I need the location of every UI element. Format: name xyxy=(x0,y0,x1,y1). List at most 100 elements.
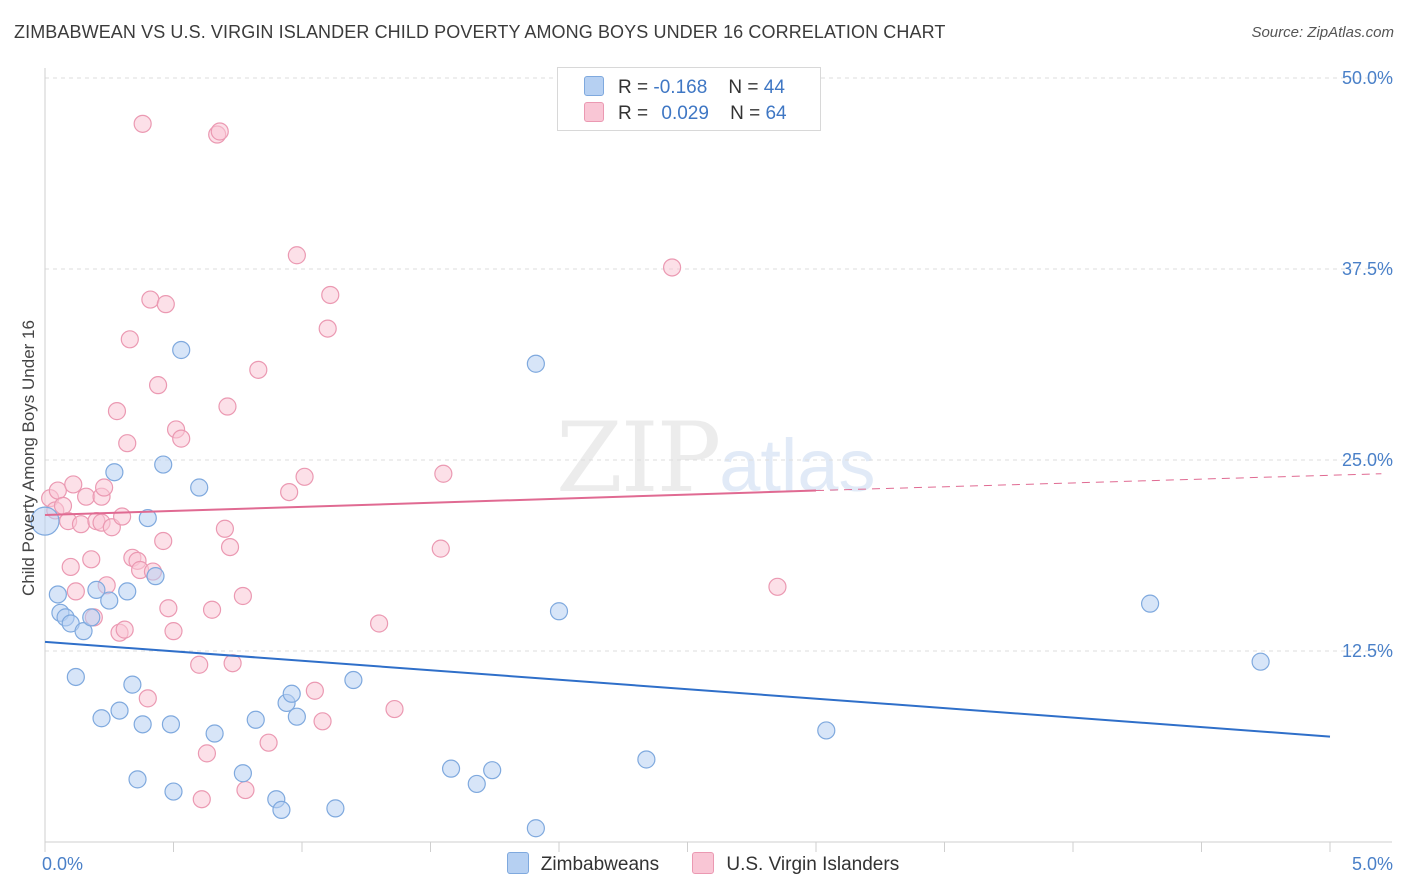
legend-label: U.S. Virgin Islanders xyxy=(726,854,900,875)
legend-row-zimbabweans: R = -0.168 N = 44 xyxy=(584,76,785,100)
data-point-virgin-islanders xyxy=(259,733,278,752)
data-point-virgin-islanders xyxy=(112,507,132,526)
data-point-virgin-islanders xyxy=(295,467,314,486)
data-point-zimbabweans xyxy=(154,455,173,474)
data-point-virgin-islanders xyxy=(662,258,682,277)
data-point-virgin-islanders xyxy=(66,582,85,601)
data-point-zimbabweans xyxy=(526,354,545,373)
tick-labels: 12.5% 25.0% 37.5% 50.0% 0.0% 5.0% xyxy=(42,68,1393,874)
data-point-zimbabweans xyxy=(138,508,157,528)
data-point-zimbabweans xyxy=(82,608,101,627)
data-point-virgin-islanders xyxy=(431,539,450,558)
data-point-zimbabweans xyxy=(272,800,291,820)
data-point-zimbabweans xyxy=(287,707,306,726)
data-point-virgin-islanders xyxy=(249,360,268,379)
legend-n-label: N = xyxy=(730,103,761,124)
data-point-virgin-islanders xyxy=(385,699,404,719)
data-point-virgin-islanders xyxy=(156,295,175,314)
data-point-virgin-islanders xyxy=(107,402,127,421)
data-point-virgin-islanders xyxy=(71,515,91,534)
data-point-virgin-islanders xyxy=(82,550,101,569)
trendlines xyxy=(44,473,1382,738)
data-point-virgin-islanders xyxy=(223,654,242,673)
data-point-virgin-islanders xyxy=(192,790,211,809)
data-point-virgin-islanders xyxy=(154,531,173,551)
series-zimbabweans xyxy=(30,340,1270,838)
data-point-zimbabweans xyxy=(344,670,363,690)
legend-r-label: R = xyxy=(618,103,649,124)
data-point-virgin-islanders xyxy=(159,599,178,618)
y-tick-label: 12.5% xyxy=(1342,641,1393,661)
y-tick-label: 25.0% xyxy=(1342,450,1393,470)
data-point-zimbabweans xyxy=(146,567,165,586)
legend-n-label: N = xyxy=(728,77,759,98)
data-point-virgin-islanders xyxy=(148,376,168,395)
correlation-legend: R = -0.168 N = 44 R = 0.029 N = 64 xyxy=(557,67,821,131)
legend-item-zimbabweans: Zimbabweans xyxy=(506,852,659,876)
data-point-zimbabweans xyxy=(110,701,129,720)
data-point-zimbabweans xyxy=(1140,594,1160,613)
legend-swatch-pink xyxy=(692,852,715,874)
data-point-zimbabweans xyxy=(326,799,345,818)
data-point-virgin-islanders xyxy=(61,557,80,577)
trendline-virgin-islanders xyxy=(44,489,817,517)
data-point-virgin-islanders xyxy=(210,122,229,141)
data-point-zimbabweans xyxy=(172,340,191,360)
data-point-virgin-islanders xyxy=(138,689,157,708)
legend-row-virgin-islanders: R = 0.029 N = 64 xyxy=(584,102,787,126)
data-point-zimbabweans xyxy=(92,709,111,728)
data-point-zimbabweans xyxy=(123,675,142,694)
legend-r-value: 0.029 xyxy=(661,103,709,124)
data-point-virgin-islanders xyxy=(215,519,234,538)
x-tick-label: 0.0% xyxy=(42,854,83,874)
data-point-virgin-islanders xyxy=(115,620,134,639)
data-point-zimbabweans xyxy=(246,710,265,729)
legend-swatch-blue xyxy=(506,852,529,874)
data-point-virgin-islanders xyxy=(172,429,191,448)
data-point-zimbabweans xyxy=(164,782,183,801)
data-point-virgin-islanders xyxy=(305,681,324,700)
data-point-zimbabweans xyxy=(66,667,85,687)
data-point-zimbabweans xyxy=(483,761,502,780)
y-tick-label: 37.5% xyxy=(1342,259,1393,279)
legend-swatch-blue xyxy=(584,76,604,96)
data-point-virgin-islanders xyxy=(318,319,337,338)
legend-item-virgin-islanders: U.S. Virgin Islanders xyxy=(692,852,899,876)
data-point-virgin-islanders xyxy=(218,397,237,416)
legend-n-value: 64 xyxy=(765,103,787,124)
data-point-zimbabweans xyxy=(282,684,301,703)
data-point-virgin-islanders xyxy=(48,481,67,500)
data-point-virgin-islanders xyxy=(434,464,453,483)
data-point-zimbabweans xyxy=(205,724,224,743)
axes xyxy=(44,68,1392,852)
data-point-virgin-islanders xyxy=(118,434,137,453)
data-point-zimbabweans xyxy=(48,585,67,604)
data-point-virgin-islanders xyxy=(768,577,787,596)
data-point-virgin-islanders xyxy=(141,290,160,309)
series-us-virgin-islanders xyxy=(41,114,787,809)
data-point-virgin-islanders xyxy=(287,246,306,265)
data-point-virgin-islanders xyxy=(370,614,389,633)
data-point-virgin-islanders xyxy=(202,600,222,619)
data-point-zimbabweans xyxy=(549,602,569,621)
data-point-virgin-islanders xyxy=(133,114,152,133)
data-point-zimbabweans xyxy=(87,580,106,599)
trendline-virgin-islanders xyxy=(815,473,1382,492)
data-point-virgin-islanders xyxy=(53,496,73,515)
data-point-zimbabweans xyxy=(133,715,152,734)
data-point-virgin-islanders xyxy=(120,330,139,349)
data-point-virgin-islanders xyxy=(190,655,209,674)
data-point-virgin-islanders xyxy=(321,285,340,305)
data-point-virgin-islanders xyxy=(164,622,183,641)
data-point-virgin-islanders xyxy=(236,780,255,800)
series-legend: Zimbabweans U.S. Virgin Islanders xyxy=(0,852,1406,876)
data-point-virgin-islanders xyxy=(95,478,114,497)
data-point-virgin-islanders xyxy=(77,487,96,506)
legend-n-value: 44 xyxy=(763,77,785,98)
gridlines xyxy=(45,77,1392,652)
data-point-zimbabweans xyxy=(74,622,93,641)
data-point-zimbabweans xyxy=(233,764,252,783)
data-point-zimbabweans xyxy=(467,774,486,794)
data-point-zimbabweans xyxy=(817,721,836,740)
